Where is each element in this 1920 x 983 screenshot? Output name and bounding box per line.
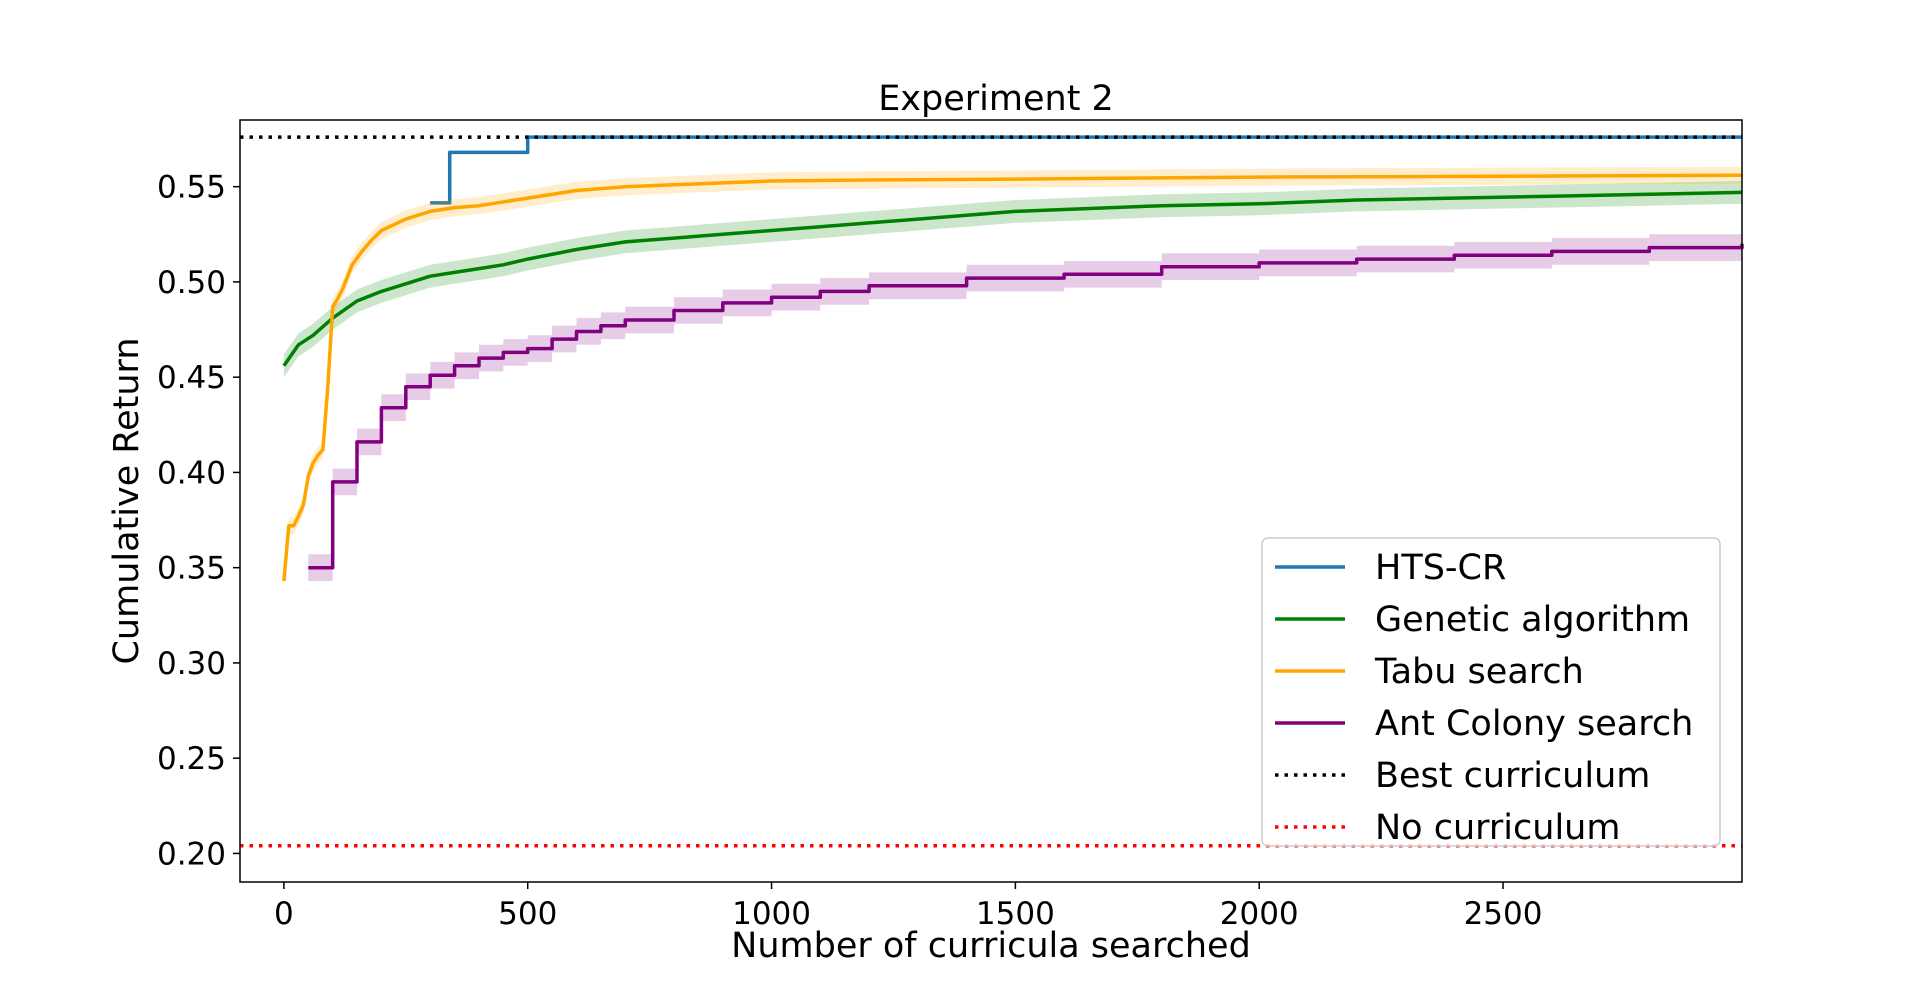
y-tick-label: 0.35 [157, 551, 226, 587]
ant-colony-search-line [308, 243, 1744, 570]
x-tick-label: 1500 [976, 896, 1055, 932]
legend-box [1261, 537, 1721, 847]
y-axis: 0.20 0.25 0.30 0.35 0.40 0.45 0.50 0.55 [157, 170, 240, 872]
legend-label: Best curriculum [1375, 756, 1650, 796]
x-tick-label: 2000 [1220, 896, 1299, 932]
y-tick-label: 0.30 [157, 646, 226, 682]
legend-label: Genetic algorithm [1375, 600, 1690, 640]
legend-item-ant-colony-search: Ant Colony search [1275, 704, 1693, 744]
x-tick-label: 1000 [732, 896, 811, 932]
legend-label: Ant Colony search [1375, 704, 1693, 744]
plot-area [240, 135, 1744, 848]
legend-item-tabu-search: Tabu search [1275, 652, 1584, 692]
y-tick-label: 0.40 [157, 455, 226, 491]
genetic-algorithm-line [282, 190, 1743, 367]
plot-frame [239, 119, 1743, 883]
x-axis: 0 500 1000 1500 2000 2500 [274, 882, 1542, 932]
y-tick-label: 0.25 [157, 741, 226, 777]
legend-item-best-curriculum: Best curriculum [1275, 756, 1650, 796]
x-axis-label: Number of curricula searched [731, 926, 1251, 966]
legend: HTS-CR Genetic algorithm Tabu search Ant Co… [1261, 537, 1721, 848]
x-tick-label: 0 [274, 896, 294, 932]
genetic-algorithm-band [283, 181, 1742, 378]
legend-item-hts-cr: HTS-CR [1275, 548, 1506, 588]
legend-label: HTS-CR [1375, 548, 1506, 588]
tabu-search-band [283, 166, 1742, 590]
hts-cr-line [430, 135, 1742, 205]
chart-title: Experiment 2 [878, 79, 1114, 119]
legend-label: Tabu search [1374, 652, 1584, 692]
y-tick-label: 0.45 [157, 360, 226, 396]
x-tick-label: 500 [498, 896, 557, 932]
tabu-search-line [282, 173, 1743, 582]
ant-colony-search-band [308, 230, 1742, 581]
y-tick-label: 0.50 [157, 265, 226, 301]
y-tick-label: 0.55 [157, 170, 226, 206]
legend-label: No curriculum [1375, 808, 1620, 848]
y-axis-label: Cumulative Return [107, 337, 147, 664]
y-tick-label: 0.20 [157, 836, 226, 872]
legend-item-no-curriculum: No curriculum [1275, 808, 1620, 848]
x-tick-label: 2500 [1464, 896, 1543, 932]
legend-item-genetic-algorithm: Genetic algorithm [1275, 600, 1690, 640]
